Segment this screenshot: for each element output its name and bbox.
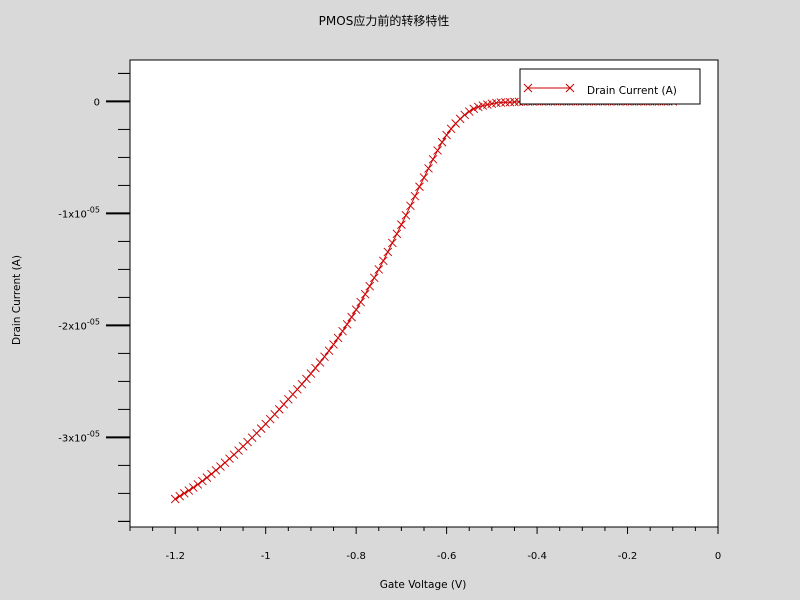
- data-point: [216, 462, 225, 471]
- data-point: [442, 130, 451, 140]
- legend: Drain Current (A): [519, 68, 701, 105]
- data-point: [202, 473, 212, 482]
- data-point: [184, 486, 194, 495]
- data-point: [415, 182, 424, 192]
- y-tick-label: -1x10-05: [58, 205, 100, 220]
- data-point: [378, 256, 388, 266]
- data-point: [388, 238, 397, 248]
- data-point: [211, 465, 221, 475]
- data-point: [424, 164, 433, 173]
- data-point: [383, 247, 393, 257]
- data-point: [433, 146, 442, 155]
- data-point: [460, 110, 470, 120]
- data-point: [170, 494, 180, 504]
- data-point: [464, 107, 474, 116]
- legend-entry: Drain Current (A): [587, 85, 677, 97]
- data-point: [179, 489, 189, 498]
- x-axis: -1.2 -1 -0.8 -0.6 -0.4 -0.2 0: [129, 527, 721, 562]
- x-tick-label: -0.8: [346, 551, 366, 562]
- x-tick-label: -1.2: [165, 551, 185, 562]
- y-tick-label: -3x10-05: [58, 429, 100, 444]
- plot-area: [129, 59, 719, 528]
- data-point: [338, 326, 347, 336]
- data-point: [302, 374, 311, 384]
- data-point: [306, 369, 316, 378]
- data-point: [320, 352, 329, 361]
- data-point: [351, 305, 361, 315]
- data-point: [297, 379, 307, 389]
- data-point: [469, 104, 479, 114]
- data-point: [347, 312, 356, 322]
- x-tick-label: -0.6: [437, 551, 457, 562]
- data-point: [374, 265, 384, 274]
- chart-title: PMOS应力前的转移特性: [319, 13, 450, 28]
- data-point: [501, 97, 510, 107]
- data-point: [193, 480, 203, 489]
- data-point: [428, 155, 438, 164]
- data-point: [437, 137, 447, 147]
- data-point: [392, 229, 402, 239]
- data-point: [365, 281, 375, 291]
- legend-box: [519, 68, 701, 105]
- data-point: [342, 319, 352, 329]
- data-point: [397, 220, 406, 229]
- data-point: [324, 346, 334, 356]
- x-tick-label: -1: [261, 551, 271, 562]
- data-point: [446, 124, 456, 134]
- legend-marker: [523, 83, 575, 93]
- data-point: [315, 358, 325, 367]
- data-point: [189, 483, 198, 492]
- data-point: [207, 469, 216, 479]
- data-point: [401, 210, 411, 220]
- data-point: [329, 340, 338, 349]
- y-tick-label: -2x10-05: [58, 317, 100, 332]
- x-tick-label: -0.4: [527, 551, 547, 562]
- data-point: [406, 201, 415, 211]
- x-tick-label: 0: [715, 551, 721, 562]
- data-point: [369, 273, 379, 283]
- data-point: [410, 191, 420, 201]
- data-point: [333, 333, 343, 343]
- data-point: [198, 476, 207, 486]
- y-axis-title: Drain Current (A): [11, 255, 23, 345]
- data-point: [311, 363, 320, 373]
- data-point: [360, 289, 370, 299]
- data-point: [505, 97, 515, 107]
- x-tick-label: -0.2: [618, 551, 638, 562]
- data-point: [419, 173, 429, 182]
- data-point: [356, 297, 365, 307]
- y-tick-label: 0: [94, 97, 100, 108]
- x-axis-title: Gate Voltage (V): [380, 579, 467, 591]
- data-point: [175, 491, 185, 501]
- y-axis: 0 -1x10-05 -2x10-05 -3x10-05: [58, 72, 130, 522]
